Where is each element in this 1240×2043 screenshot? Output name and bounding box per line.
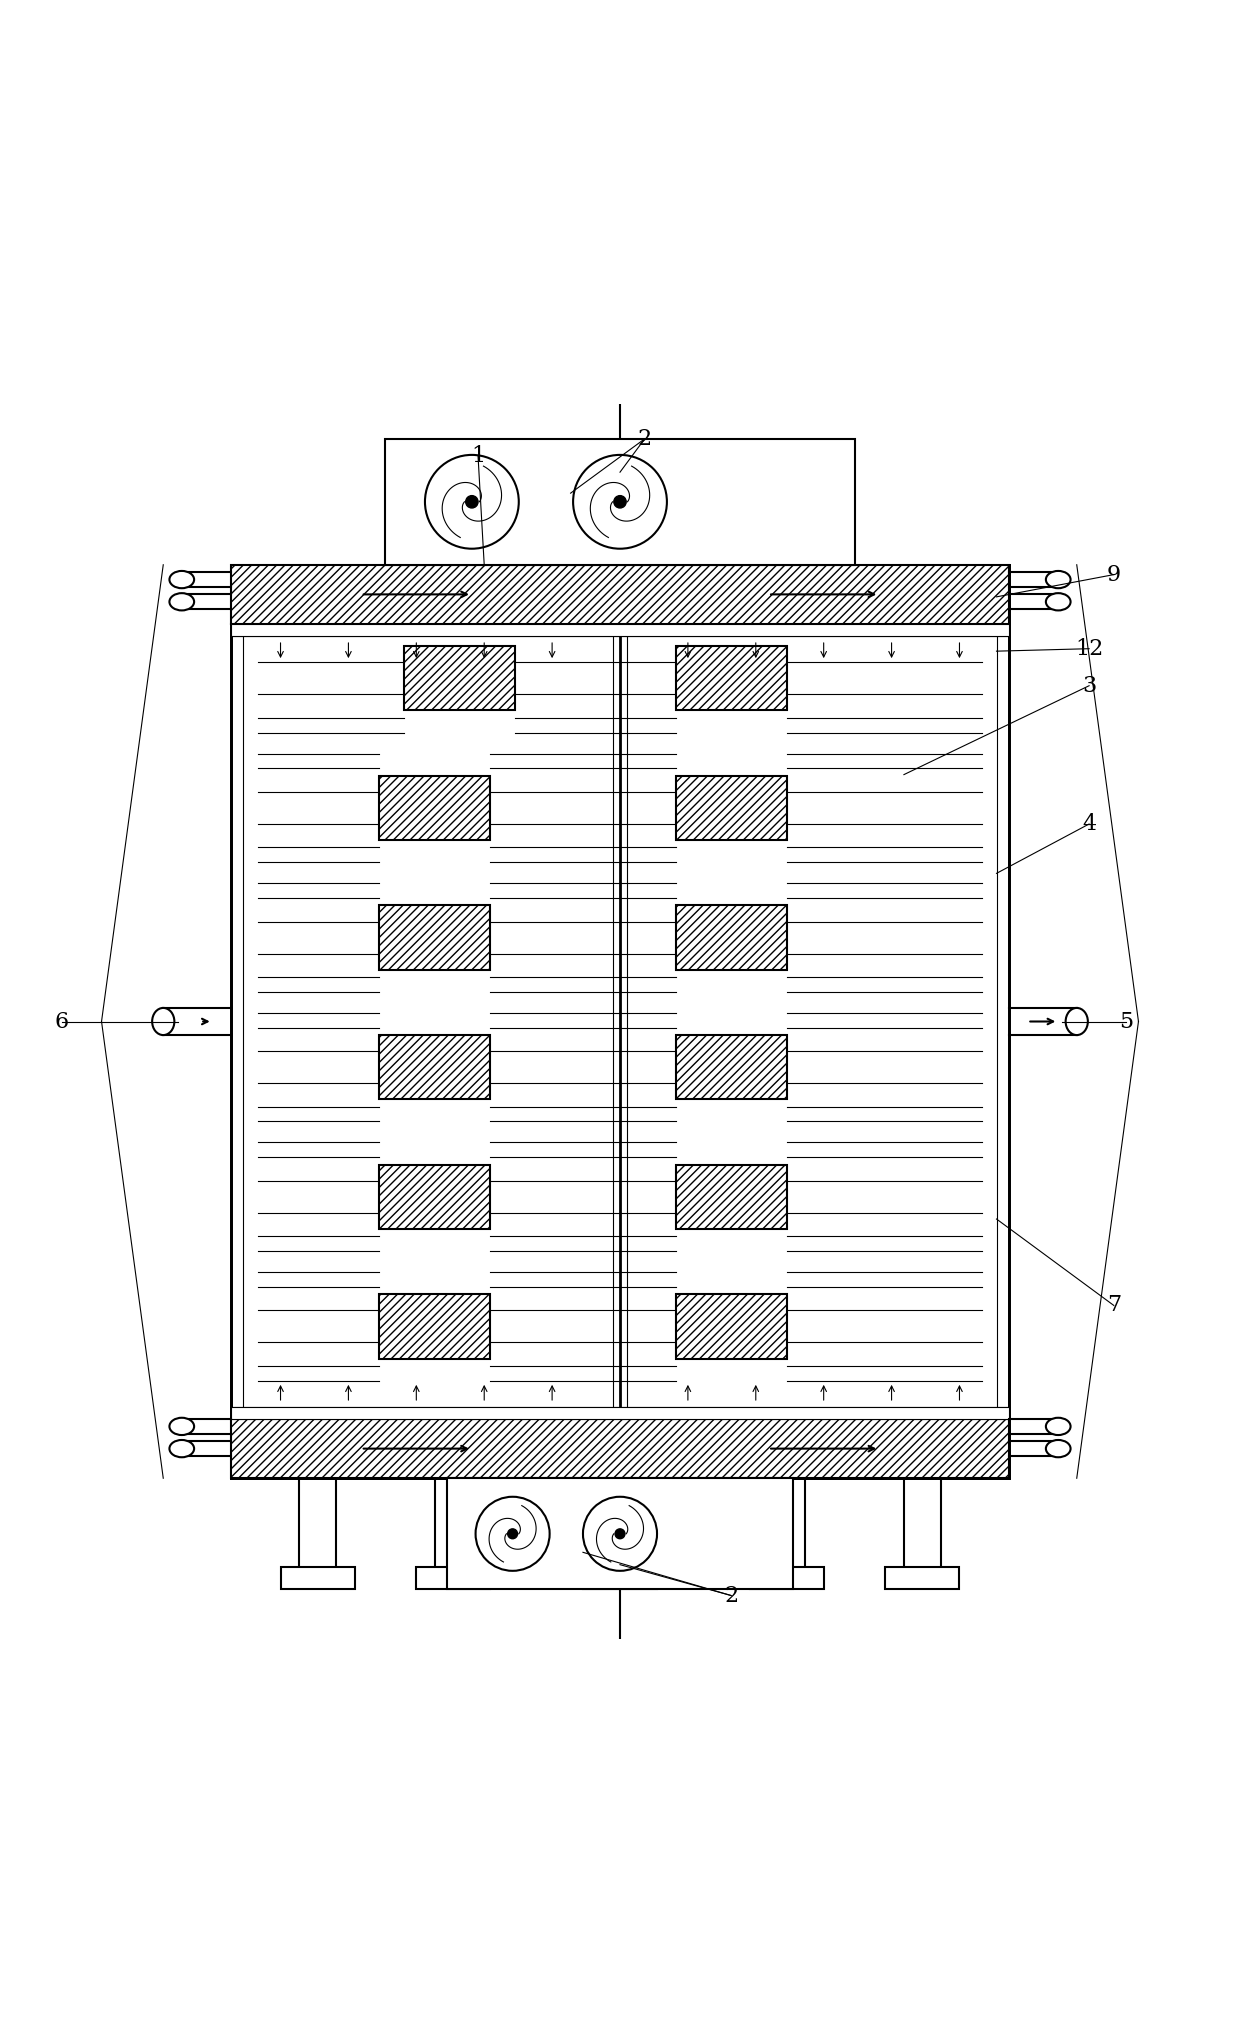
Bar <box>448 1479 792 1589</box>
Bar <box>280 1567 355 1589</box>
Ellipse shape <box>1045 1440 1070 1457</box>
Bar <box>386 439 854 564</box>
Ellipse shape <box>170 570 195 588</box>
Text: 9: 9 <box>1107 564 1121 586</box>
Bar <box>676 776 786 840</box>
Text: 4: 4 <box>1083 813 1096 836</box>
Bar <box>676 1165 786 1230</box>
Text: 5: 5 <box>1118 1011 1133 1032</box>
Bar <box>231 623 1009 635</box>
Bar <box>231 1408 1009 1420</box>
Bar <box>379 1165 490 1230</box>
Bar <box>417 1567 490 1589</box>
Text: 2: 2 <box>637 427 652 449</box>
Bar <box>676 1295 786 1359</box>
Bar <box>379 776 490 840</box>
Bar <box>379 1295 490 1359</box>
Bar <box>231 1420 1009 1479</box>
Ellipse shape <box>1045 592 1070 611</box>
Circle shape <box>507 1528 517 1538</box>
Ellipse shape <box>1065 1007 1087 1036</box>
Text: 2: 2 <box>724 1585 738 1606</box>
Text: 12: 12 <box>1075 637 1104 660</box>
Bar <box>885 1567 960 1589</box>
Ellipse shape <box>153 1007 175 1036</box>
Bar <box>583 1567 657 1589</box>
Ellipse shape <box>170 592 195 611</box>
Ellipse shape <box>170 1440 195 1457</box>
Ellipse shape <box>170 1418 195 1434</box>
Bar <box>676 1036 786 1099</box>
Bar <box>676 905 786 970</box>
Text: 3: 3 <box>1083 674 1096 697</box>
Bar <box>750 1567 823 1589</box>
Circle shape <box>614 496 626 509</box>
Ellipse shape <box>1045 1418 1070 1434</box>
Bar <box>231 564 1009 623</box>
Circle shape <box>615 1528 625 1538</box>
Text: 1: 1 <box>471 445 485 468</box>
Bar <box>404 646 515 711</box>
Text: 6: 6 <box>55 1011 69 1032</box>
Circle shape <box>466 496 479 509</box>
Ellipse shape <box>1045 570 1070 588</box>
Text: 7: 7 <box>1107 1295 1121 1316</box>
Bar <box>379 905 490 970</box>
Bar <box>231 564 1009 1479</box>
Bar <box>379 1036 490 1099</box>
Bar <box>676 646 786 711</box>
